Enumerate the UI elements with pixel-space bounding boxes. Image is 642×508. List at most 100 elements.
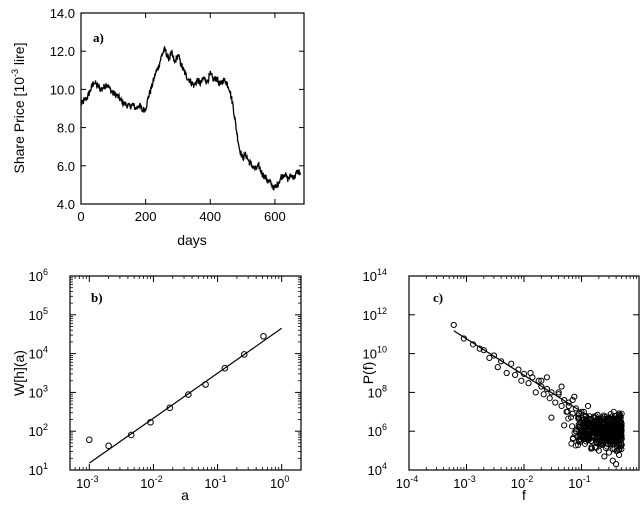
panel-c-point xyxy=(611,429,618,436)
panelC-xtick-label: 10-4 xyxy=(396,474,418,491)
panel-c-point xyxy=(608,421,615,428)
panel-c-point xyxy=(569,410,576,417)
panel-b-points xyxy=(86,332,267,450)
panel-b-ticks: 10-3 10-2 10-1 100 101 102 103 104 105 106 xyxy=(29,267,301,491)
panel-b-point xyxy=(86,436,93,444)
panel-c-point xyxy=(543,374,550,381)
panel-c-fit-line xyxy=(453,330,623,438)
panel-c-point xyxy=(588,445,595,452)
panel-c-spectrum-chart: c) f P(f) 10-4 10-3 10-2 10-110410610810101… xyxy=(360,267,640,503)
panel-c-point xyxy=(618,423,625,430)
panel-c-point xyxy=(518,377,525,384)
panel-c-point xyxy=(581,440,589,447)
panel-c-point xyxy=(494,364,501,371)
panel-c-point xyxy=(503,369,510,377)
panel-c-point xyxy=(508,360,515,367)
panel-c-point xyxy=(604,432,611,439)
panelB-xtick-label: 10-3 xyxy=(76,474,98,491)
panelB-ytick-label: 103 xyxy=(29,383,48,400)
panel-a-ytick-label: 8.0 xyxy=(57,121,75,136)
panel-c-point xyxy=(613,461,620,468)
panel-c-point xyxy=(603,431,611,438)
panel-c-point xyxy=(578,433,585,440)
panel-a-ytick-label: 4.0 xyxy=(57,197,75,212)
panelB-ytick-label: 105 xyxy=(29,306,48,323)
panelC-ytick-label: 1010 xyxy=(363,345,387,362)
panel-c-point xyxy=(558,402,565,410)
panel-c-point xyxy=(561,397,568,404)
panel-c-point xyxy=(571,429,578,436)
panel-b-point xyxy=(147,418,154,426)
panel-b-point xyxy=(127,431,135,439)
panel-a-ylabel: Share Price [10-3 lire] xyxy=(10,43,27,174)
panel-c-point xyxy=(567,414,575,421)
panel-c-point xyxy=(558,383,565,390)
panel-c-point xyxy=(564,408,571,415)
panel-b-point xyxy=(202,381,209,388)
panelC-ytick-label: 1014 xyxy=(363,267,387,284)
panel-b-label: b) xyxy=(91,290,103,305)
panel-c-point xyxy=(546,395,553,402)
panel-c-point xyxy=(609,457,616,464)
panel-c-point xyxy=(535,377,542,384)
panel-a-price-series xyxy=(80,45,302,191)
panel-c-point xyxy=(605,449,613,456)
panel-c-point xyxy=(603,418,610,426)
panelC-xtick-label: 10-2 xyxy=(511,474,533,491)
panel-c-point xyxy=(613,447,620,454)
panel-c-point xyxy=(532,389,539,396)
panel-a-xtick-label: 0 xyxy=(77,209,84,224)
panel-c-point xyxy=(618,427,625,434)
panel-b-point xyxy=(240,351,248,358)
panel-c-point xyxy=(572,442,579,449)
panel-c-point xyxy=(585,437,592,444)
panel-c-point xyxy=(592,413,599,420)
panel-a-xtick-label: 400 xyxy=(199,209,221,224)
panel-b-point xyxy=(221,364,229,372)
panel-c-point xyxy=(615,411,623,418)
panel-b-point xyxy=(185,391,192,398)
panel-b-xlabel: a xyxy=(181,487,189,503)
panelC-xtick-label: 10-3 xyxy=(453,474,475,491)
panel-b-ylabel: W[h](a) xyxy=(11,350,27,396)
panel-c-point xyxy=(480,347,487,354)
panel-c-point xyxy=(591,430,598,437)
panelC-ytick-label: 104 xyxy=(368,461,387,478)
panel-c-point xyxy=(586,428,593,435)
panel-c-point xyxy=(450,321,457,329)
panel-c-point xyxy=(586,421,593,428)
panel-a-price-chart: a) days Share Price [10-3 lire] 0 200 400 6… xyxy=(10,6,305,248)
panel-c-point xyxy=(602,424,609,431)
panel-c-point xyxy=(592,436,600,443)
panel-c-point xyxy=(575,412,582,419)
panel-a-ytick-label: 12.0 xyxy=(50,44,75,59)
panel-b-wavelet-chart: b) a W[h](a) 10-3 10-2 10-1 100 101 102 103 104… xyxy=(11,267,302,503)
panel-c-point xyxy=(579,422,586,429)
panelB-ytick-label: 102 xyxy=(29,422,48,439)
panel-b-point xyxy=(166,404,174,412)
panel-b-frame xyxy=(69,275,302,471)
panel-a-xtick-label: 600 xyxy=(264,209,286,224)
panel-c-point xyxy=(498,358,505,365)
panel-c-point xyxy=(610,435,617,442)
panel-a-label: a) xyxy=(93,30,104,45)
panel-c-point xyxy=(571,393,578,400)
panel-c-point xyxy=(572,405,580,412)
panel-c-point xyxy=(576,423,583,430)
panel-c-point xyxy=(540,391,547,398)
panel-a-frame xyxy=(80,12,305,205)
panel-c-point xyxy=(584,402,592,410)
panelB-ytick-label: 101 xyxy=(29,461,48,478)
panel-c-point xyxy=(552,399,559,406)
panel-c-point xyxy=(548,389,555,396)
panel-c-point xyxy=(569,397,576,404)
panel-c-point xyxy=(577,430,584,437)
panel-a-xtick-label: 200 xyxy=(135,209,157,224)
panel-c-point xyxy=(593,424,600,431)
panel-c-point xyxy=(555,389,562,396)
panel-a-ylabel-unit: lire] xyxy=(11,43,27,66)
panel-c-point xyxy=(527,369,534,377)
panelB-xtick-label: 10-1 xyxy=(204,474,226,491)
panel-c-point xyxy=(538,377,545,384)
panel-a-ylabel-text: Share Price [10 xyxy=(11,77,27,174)
